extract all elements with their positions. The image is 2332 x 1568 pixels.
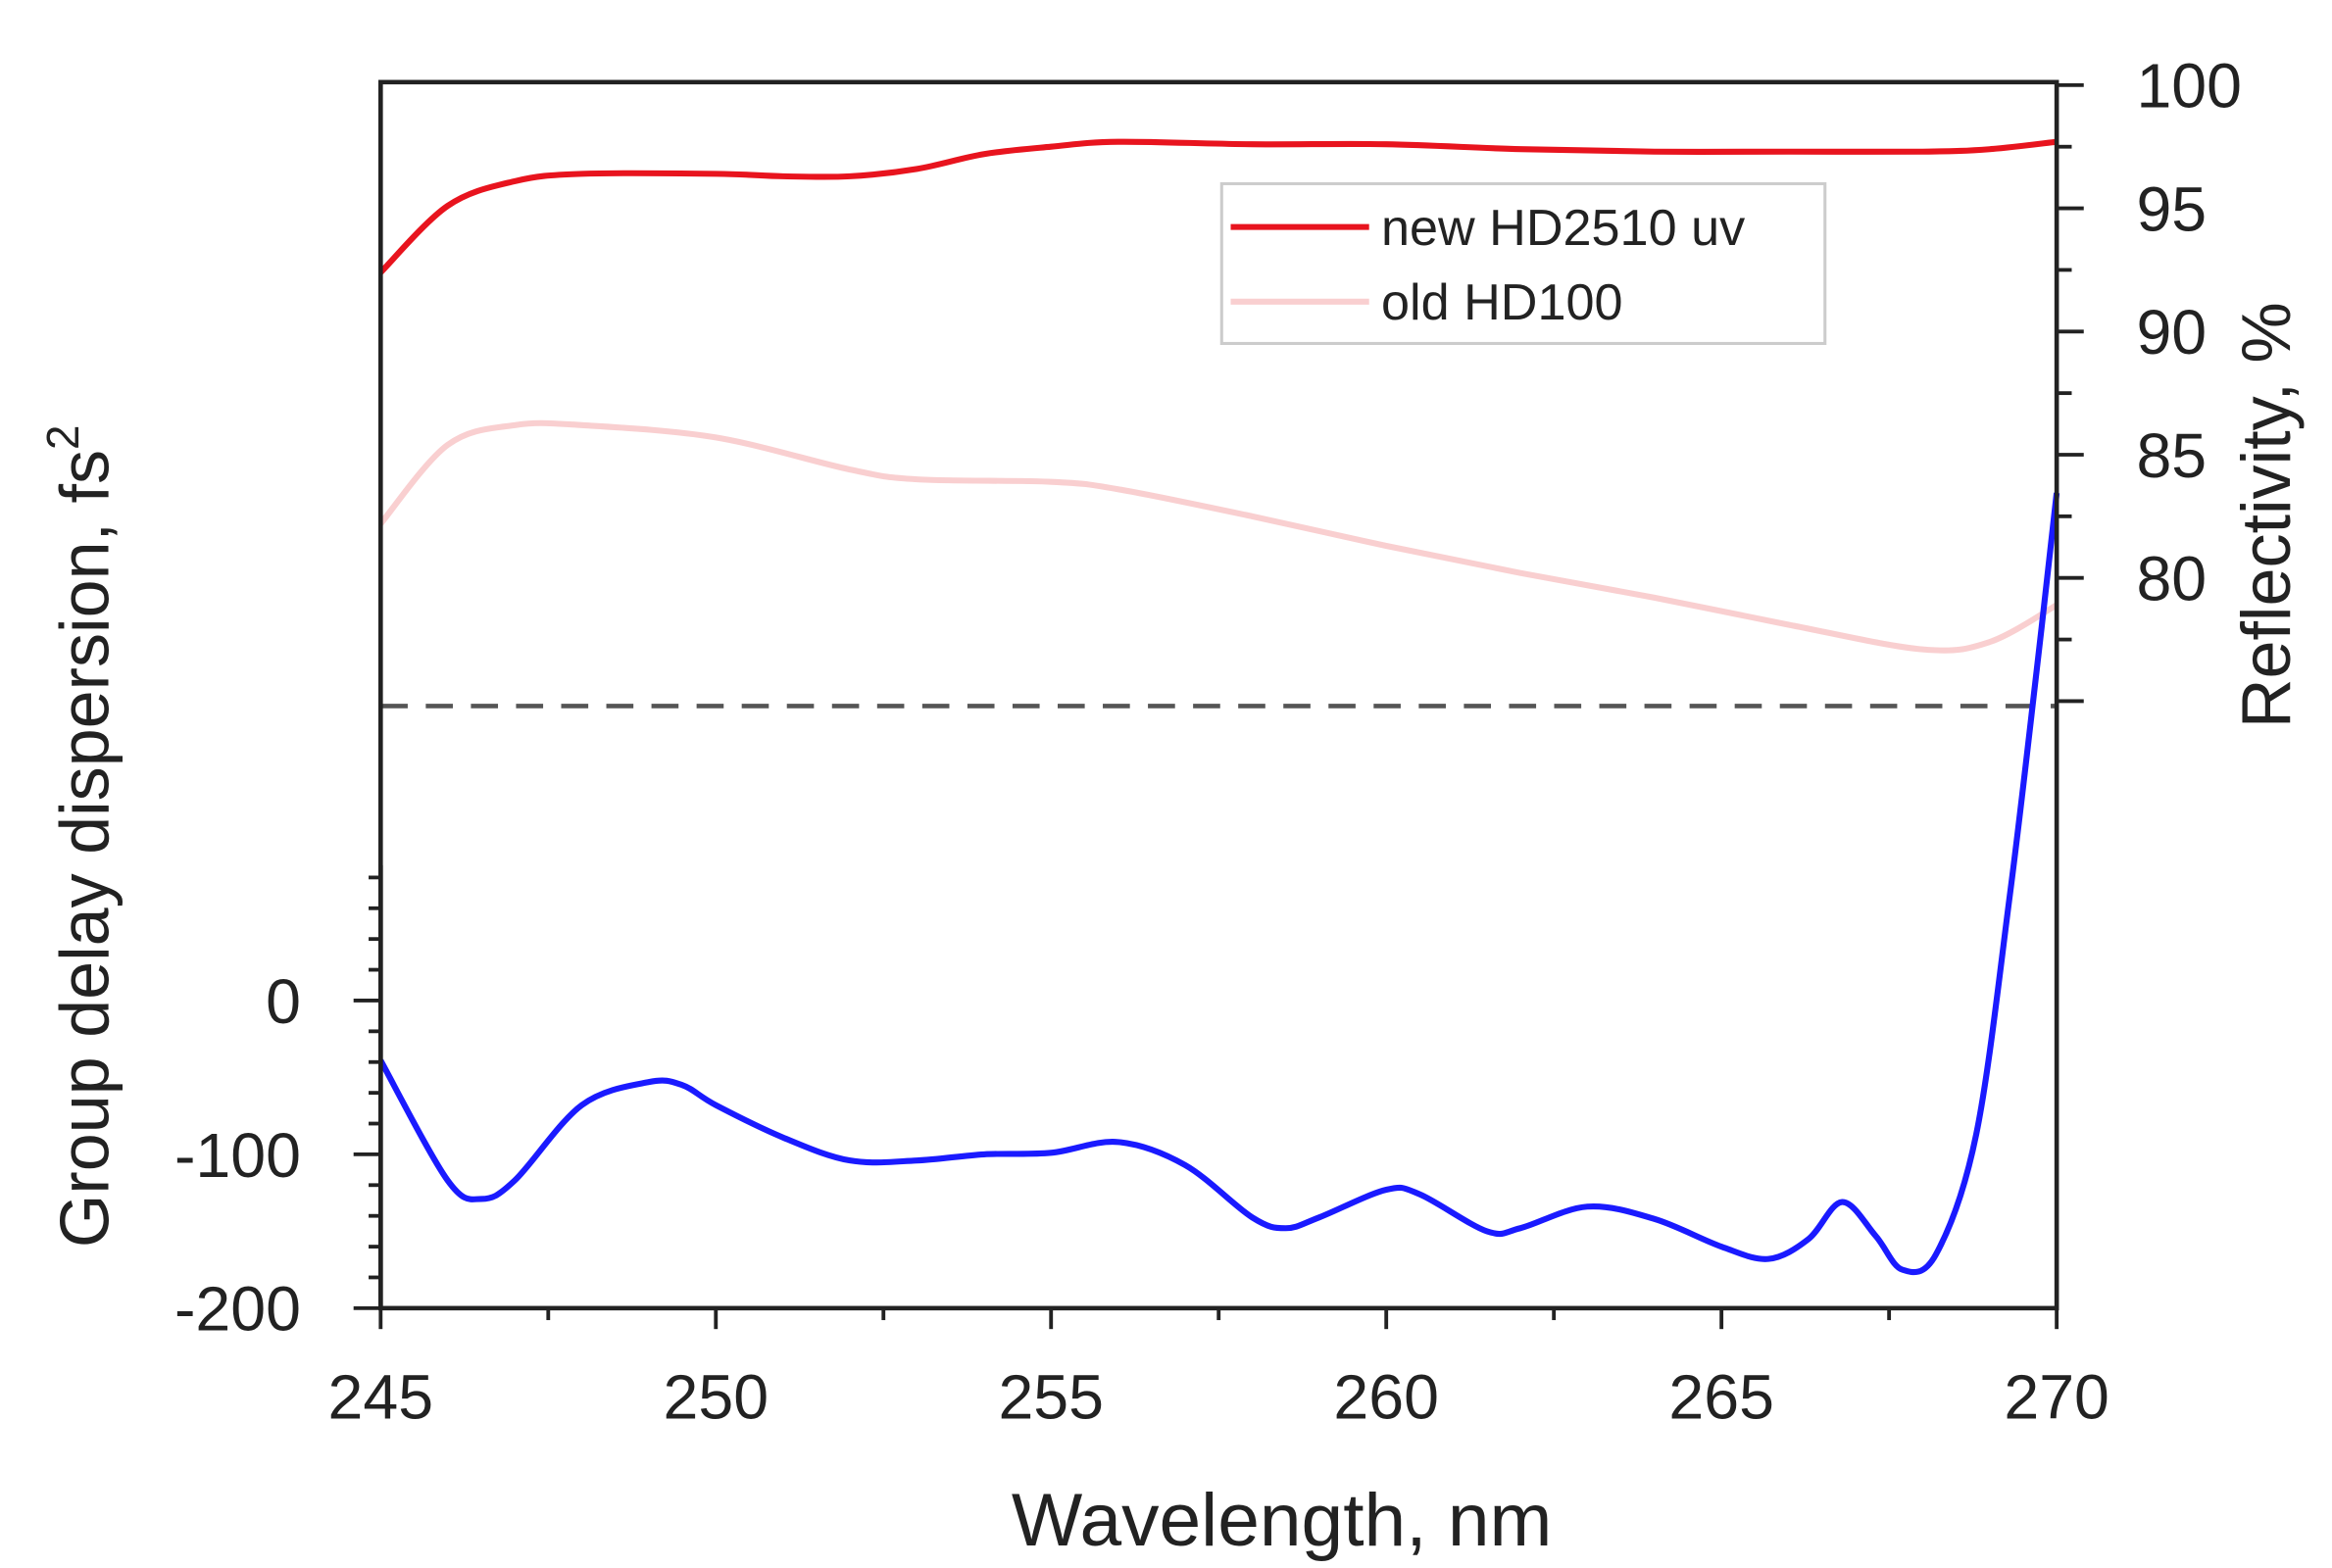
- x-tick-label: 265: [1668, 1362, 1774, 1433]
- x-tick-label: 245: [328, 1362, 434, 1433]
- y-right-tick-label: 90: [2136, 297, 2207, 368]
- y-right-tick-label: 85: [2136, 420, 2207, 491]
- series-line-1: [377, 419, 2059, 654]
- y-right-tick-label: 100: [2136, 51, 2242, 122]
- y-left-label-sup: 2: [37, 425, 88, 450]
- y-left-tick-label: 0: [266, 966, 301, 1037]
- legend: new HD2510 uv old HD100: [1219, 181, 1827, 345]
- y-left-tick-label: -200: [174, 1274, 301, 1345]
- y-left-label-text: Group delay dispersion, fs: [45, 450, 123, 1248]
- x-tick-label: 255: [998, 1362, 1104, 1433]
- series-line-0: [378, 138, 2058, 275]
- y-right-axis-label: Reflectivity, %: [2227, 302, 2305, 728]
- x-tick-label: 270: [2004, 1362, 2109, 1433]
- x-axis-label: Wavelength, nm: [1012, 1479, 1553, 1562]
- y-left-tick-label: -100: [174, 1120, 301, 1191]
- x-tick-label: 260: [1333, 1362, 1439, 1433]
- legend-label-old: old HD100: [1381, 274, 1623, 331]
- y-right-tick-label: 95: [2136, 174, 2207, 245]
- y-left-axis-label: Group delay dispersion, fs2: [37, 425, 124, 1248]
- legend-box: [1219, 181, 1827, 345]
- series-line-2: [377, 492, 2060, 1276]
- y-right-tick-label: 80: [2136, 544, 2207, 614]
- x-tick-label: 250: [664, 1362, 769, 1433]
- legend-label-new: new HD2510 uv: [1381, 200, 1745, 257]
